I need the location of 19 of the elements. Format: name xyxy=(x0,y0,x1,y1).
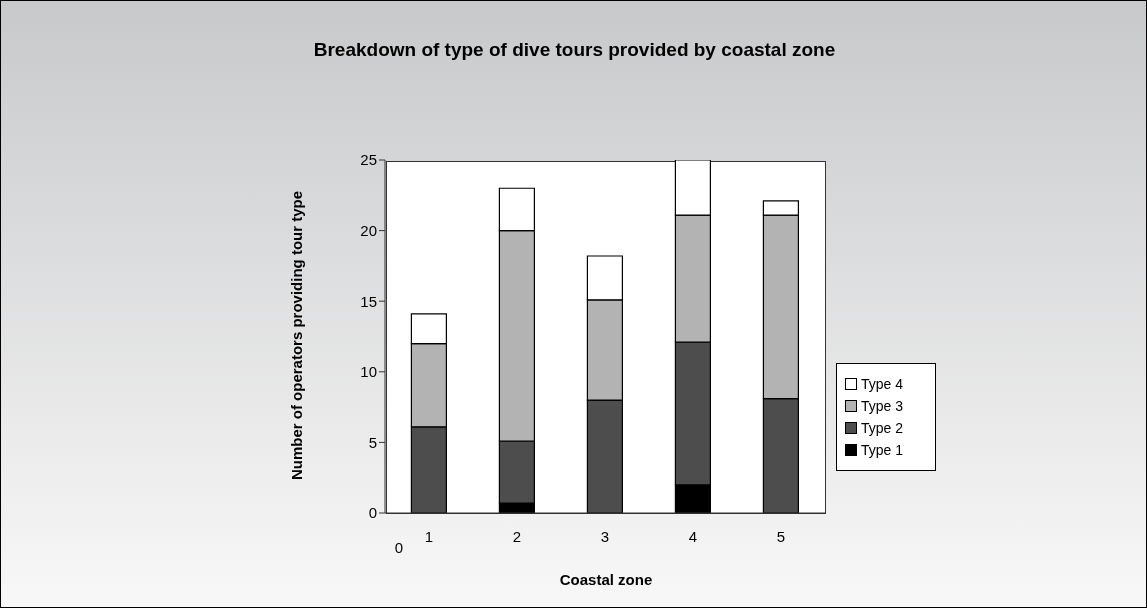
chart-title: Breakdown of type of dive tours provided by coastal zone xyxy=(312,39,837,61)
legend-label: Type 3 xyxy=(861,398,904,414)
x-axis-title: Coastal zone xyxy=(558,571,654,588)
y-tick-label: 10 xyxy=(360,363,377,381)
y-tick-label: 25 xyxy=(360,151,377,169)
y-tick-label: 20 xyxy=(360,221,377,239)
x-tick-label: 4 xyxy=(688,527,698,545)
text: 0 xyxy=(393,539,405,556)
x-tick-label: 2 xyxy=(512,527,522,545)
y-tick-label: 15 xyxy=(360,292,377,310)
x-tick-label: 5 xyxy=(776,527,786,545)
y-tick-label: 5 xyxy=(368,433,377,451)
y-tick-label: 0 xyxy=(368,504,377,522)
legend-label: Type 2 xyxy=(861,420,904,436)
x-tick-label: 3 xyxy=(600,527,610,545)
y-axis-title: Number of operators providing tour type xyxy=(287,189,305,483)
legend-label: Type 4 xyxy=(861,376,904,392)
legend-label: Type 1 xyxy=(861,442,904,458)
x-tick-label: 1 xyxy=(424,527,434,545)
